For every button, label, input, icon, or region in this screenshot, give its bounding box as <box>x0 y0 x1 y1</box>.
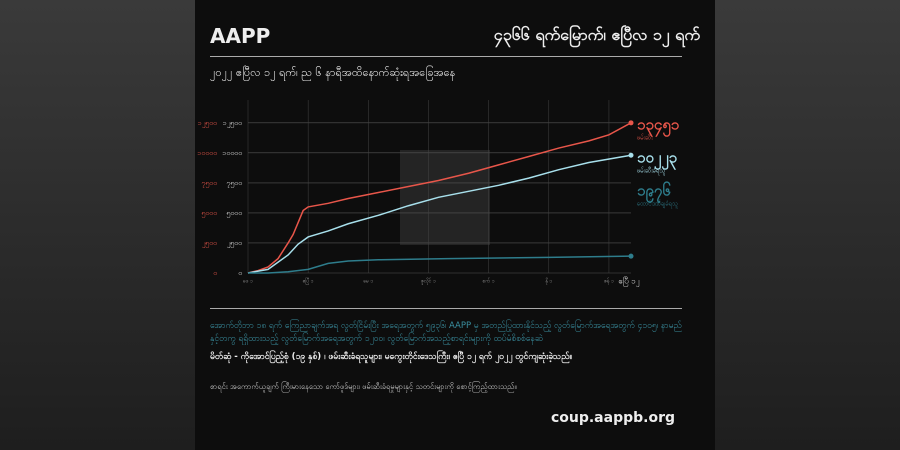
y-tick-label: ၁၂၅၀၀ <box>223 119 242 128</box>
legend-label: ဖမ်းဆီးခံရသူ <box>637 167 666 176</box>
line <box>248 255 632 274</box>
subtitle: ၂၀၂၂ ဧပြီလ ၁၂ ရက်၊ ည ၆ နာရီအထိနောက်ဆုံးရ… <box>210 66 456 79</box>
y-tick-label: ၁၀၀၀၀ <box>197 149 217 157</box>
x-tick-label: စက် ၁ <box>483 279 495 285</box>
note-small: စာရင်း အကောက်ယူချက် ကြီးမားနေသော ကော်ဖူဒ… <box>210 382 517 391</box>
note-teal: အောက်တိုဘာ ၁၈ ရက် ကြေညာချက်အရ လွတ်ငြိမ်း… <box>210 321 682 344</box>
y-tick-label: ၂၅၀၀ <box>201 239 217 248</box>
photo <box>400 150 490 245</box>
y-tick-label: ၁၀၀၀၀ <box>222 149 242 157</box>
line <box>247 154 632 274</box>
y-tick-label: ၇၅၀၀ <box>226 179 242 188</box>
line <box>247 122 632 274</box>
end-dot <box>628 253 634 259</box>
end-value: ၁၉၇၆ <box>637 181 671 204</box>
chart: ၀ ၀ ၂၅၀၀ ၂၅၀၀ ၅၀၀၀ ၅၀၀၀ ၇၅၀၀ ၇၅၀၀ ၁၀၀၀၀ ၁၀၀၀၀ ၁၂၅၀… <box>197 100 680 288</box>
header-title: ၄၃၆၆ ရက်မြောက်၊ ဧပြီလ ၁၂ ရက် <box>493 25 700 44</box>
brand: AAPP <box>210 24 271 48</box>
legend-label: ဖမ်းဆီး <box>637 134 653 142</box>
x-tick-label: မေ ၁ <box>363 279 373 285</box>
end-dot <box>628 120 634 126</box>
divider <box>210 308 682 309</box>
end-dot <box>628 152 634 158</box>
end-value: ၁၀၂၂၃ <box>637 149 678 171</box>
y-tick-label: ၅၀၀၀ <box>201 209 217 218</box>
card: AAPP ၄၃၆၆ ရက်မြောက်၊ ဧပြီလ ၁၂ ရက် ၂၀၂၂ ဧ… <box>195 0 715 450</box>
note-bold: မိတ်ဆုံ - ကိုအောင်ပြည့်စုံ (၁၉ နှစ်) ၊ ဖ… <box>210 352 573 362</box>
legend-label: ထောင်ဒဏ်ချခံရသူ <box>637 200 678 209</box>
x-tick-label: ဖေ ၁ <box>243 279 253 285</box>
x-tick-label: ဇူလိုင် ၁ <box>421 279 436 285</box>
y-tick-label: ၀ <box>238 269 242 277</box>
x-tick-label: ဧပြီ ၁ <box>303 278 314 285</box>
divider <box>210 56 682 57</box>
blurred-side <box>715 0 900 450</box>
url: coup.aappb.org <box>550 410 675 426</box>
x-end-label: ဧပြီ ၁၂ <box>618 276 639 288</box>
y-tick-label: ၅၀၀၀ <box>226 209 242 218</box>
blurred-side <box>0 0 195 450</box>
y-tick-label: ၇၅၀၀ <box>201 179 217 188</box>
end-value: ၁၃၄၅၁ <box>637 116 680 138</box>
y-tick-label: ၁၂၅၀၀ <box>198 119 217 128</box>
y-tick-label: ၂၅၀၀ <box>226 239 242 248</box>
y-tick-label: ၀ <box>213 269 217 277</box>
x-tick-label: နို ၁ <box>545 279 553 285</box>
x-tick-label: ဇန် ၁ <box>604 279 614 285</box>
